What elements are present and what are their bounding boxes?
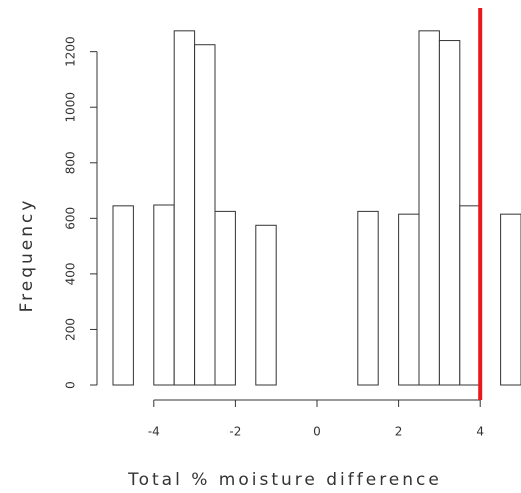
bar <box>357 210 379 386</box>
bar <box>500 213 521 386</box>
bar <box>398 213 420 386</box>
bar <box>255 224 277 386</box>
bar <box>194 44 216 386</box>
y-tick-label: 400 <box>64 262 78 285</box>
x-tick-label: 4 <box>476 425 484 439</box>
bar <box>214 210 236 386</box>
bar <box>438 40 461 386</box>
bar <box>459 205 481 386</box>
x-tick-label: 2 <box>395 425 403 439</box>
bar <box>418 30 440 386</box>
y-tick-label: 1000 <box>64 92 78 123</box>
y-tick-label: 200 <box>64 318 78 341</box>
y-tick-label: 0 <box>64 381 78 389</box>
y-tick-label: 800 <box>64 151 78 174</box>
bar <box>173 30 196 386</box>
y-tick-label: 600 <box>64 207 78 230</box>
x-tick-label: 0 <box>313 425 321 439</box>
x-tick-label: -4 <box>148 425 160 439</box>
y-axis-title: Frequency <box>17 198 37 313</box>
bar <box>153 204 175 386</box>
x-tick-label: -2 <box>229 425 241 439</box>
bar <box>112 205 134 386</box>
x-axis-title: Total % moisture difference <box>127 470 442 490</box>
y-tick-label: 1200 <box>64 36 78 67</box>
